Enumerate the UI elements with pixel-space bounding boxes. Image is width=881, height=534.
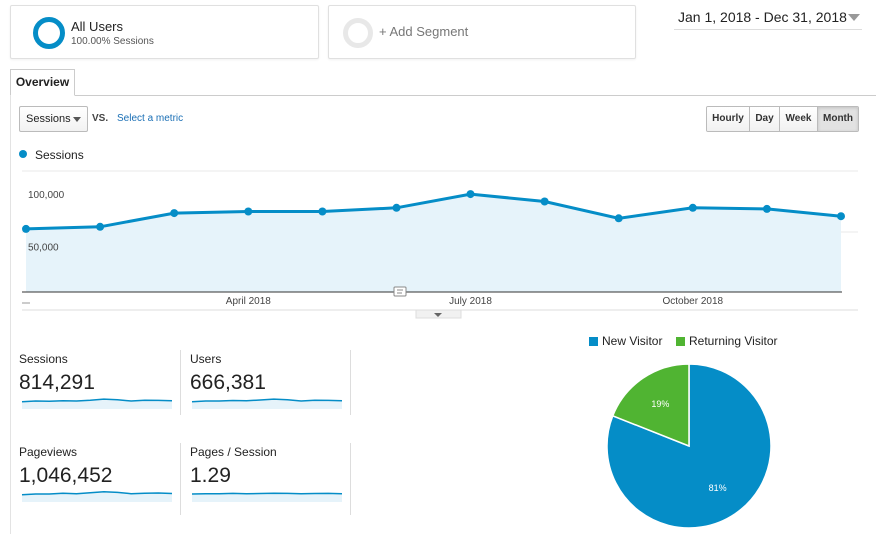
annotation-icon[interactable] xyxy=(393,286,407,297)
x-tick-label: April 2018 xyxy=(226,296,271,307)
sessions-point[interactable] xyxy=(837,212,845,221)
chevron-down-icon xyxy=(73,117,81,122)
sparkline xyxy=(191,492,343,495)
sessions-point[interactable] xyxy=(466,190,475,199)
date-range-text: Jan 1, 2018 - Dec 31, 2018 xyxy=(678,9,847,25)
segment-all-users[interactable]: All Users 100.00% Sessions xyxy=(10,5,319,59)
tab-overview[interactable]: Overview xyxy=(10,69,75,96)
chevron-down-icon xyxy=(434,313,442,317)
period-toggle: Hourly Day Week Month xyxy=(706,106,859,132)
scorecard-divider xyxy=(180,350,181,415)
sessions-point[interactable] xyxy=(318,207,327,216)
pie-slice-label: 19% xyxy=(651,399,669,409)
scorecard-sessions-value: 814,291 xyxy=(19,371,95,394)
sessions-point[interactable] xyxy=(614,214,623,223)
scorecard-pageviews-value: 1,046,452 xyxy=(19,464,113,487)
sessions-legend-dot xyxy=(19,150,27,158)
scorecard-divider xyxy=(350,443,351,515)
scorecard-users-value: 666,381 xyxy=(190,371,266,394)
pie-legend-new-visitor: New Visitor xyxy=(589,334,662,348)
segment-ring-icon xyxy=(33,17,65,49)
scorecard-divider xyxy=(180,443,181,515)
metric-select-value: Sessions xyxy=(26,113,71,125)
segment-title: All Users xyxy=(71,19,124,34)
sparkline xyxy=(21,491,173,496)
sparkline-area xyxy=(192,399,342,409)
pie-slice-returning-visitor[interactable] xyxy=(611,363,690,448)
y-tick-label: 100,000 xyxy=(28,190,65,201)
sparkline xyxy=(21,398,173,403)
pie-legend-returning-visitor: Returning Visitor xyxy=(676,334,778,348)
select-metric-link[interactable]: Select a metric xyxy=(117,113,184,124)
empty-ring-icon xyxy=(343,18,373,48)
legend-swatch xyxy=(589,337,598,346)
sessions-point[interactable] xyxy=(540,197,549,206)
legend-swatch xyxy=(676,337,685,346)
scorecard-pageviews-label: Pageviews xyxy=(19,445,78,459)
content-frame-left xyxy=(10,95,11,534)
tab-bar-line xyxy=(10,95,876,96)
sessions-point[interactable] xyxy=(392,203,401,212)
sparkline-area xyxy=(192,493,342,502)
sessions-point[interactable] xyxy=(170,209,179,218)
x-tick-label: October 2018 xyxy=(662,296,723,307)
add-segment-label: + Add Segment xyxy=(379,24,469,39)
vs-label: VS. xyxy=(92,113,109,124)
period-week-button[interactable]: Week xyxy=(780,107,818,131)
expand-annotations-toggle[interactable] xyxy=(415,309,462,319)
pie-slice-new-visitor[interactable] xyxy=(606,363,772,529)
pie-legend-new-visitor-label: New Visitor xyxy=(602,334,663,348)
sessions-point[interactable] xyxy=(688,203,697,212)
sparkline-area xyxy=(22,491,172,502)
period-month-button[interactable]: Month xyxy=(818,107,858,131)
scorecard-pages-per-session-value: 1.29 xyxy=(190,464,231,487)
chevron-down-icon xyxy=(848,14,860,21)
pie-legend-returning-visitor-label: Returning Visitor xyxy=(689,334,778,348)
sessions-area xyxy=(26,194,841,292)
y-tick-label: 50,000 xyxy=(28,242,59,253)
sessions-line xyxy=(25,192,842,231)
pie-slice-label: 81% xyxy=(709,483,727,493)
segment-subtitle: 100.00% Sessions xyxy=(71,36,154,47)
metric-select[interactable]: Sessions xyxy=(19,106,88,132)
sessions-point[interactable] xyxy=(762,204,771,213)
scorecard-pages-per-session-label: Pages / Session xyxy=(190,445,277,459)
sparkline xyxy=(191,398,343,403)
date-range-picker[interactable]: Jan 1, 2018 - Dec 31, 2018 xyxy=(674,8,862,30)
scorecard-sessions-label: Sessions xyxy=(19,352,68,366)
sessions-point[interactable] xyxy=(22,224,30,233)
x-tick-label: July 2018 xyxy=(449,296,492,307)
sessions-point[interactable] xyxy=(96,222,105,231)
sessions-point[interactable] xyxy=(244,207,253,216)
add-segment-card[interactable]: + Add Segment xyxy=(328,5,636,59)
scorecard-users-label: Users xyxy=(190,352,222,366)
scorecard-divider xyxy=(350,350,351,415)
sessions-legend-label: Sessions xyxy=(35,148,84,162)
period-day-button[interactable]: Day xyxy=(750,107,780,131)
period-hourly-button[interactable]: Hourly xyxy=(707,107,750,131)
